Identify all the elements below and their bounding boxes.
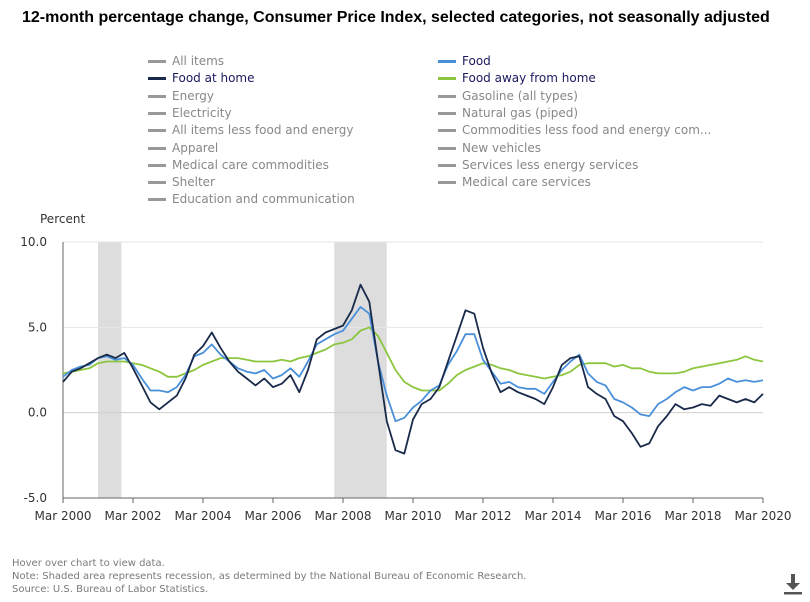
legend-swatch (148, 129, 166, 133)
x-tick-label: Mar 2016 (595, 509, 652, 523)
legend-label: Medical care services (462, 175, 591, 190)
legend-label: All items (172, 54, 225, 68)
legend-item[interactable]: Commodities less food and energy com... (438, 122, 711, 139)
x-tick-label: Mar 2008 (315, 509, 372, 523)
legend-item[interactable]: Medical care commodities (148, 157, 329, 174)
legend-swatch (148, 198, 166, 202)
y-axis-label: Percent (40, 212, 86, 226)
legend-item[interactable]: Services less energy services (438, 157, 638, 174)
x-tick-label: Mar 2012 (455, 509, 512, 523)
legend-label: Medical care commodities (172, 157, 329, 172)
legend-item[interactable]: Food at home (148, 70, 254, 87)
legend-label: Natural gas (piped) (462, 105, 579, 120)
hover-hint: Hover over chart to view data. (12, 558, 165, 569)
legend-swatch (148, 146, 166, 150)
x-tick-label: Mar 2006 (245, 509, 302, 523)
legend-label: Electricity (172, 105, 232, 120)
x-tick-label: Mar 2010 (385, 509, 442, 523)
legend-label: Food at home (172, 71, 255, 86)
legend-item[interactable]: All items (148, 53, 224, 70)
legend-label: Energy (172, 88, 215, 103)
y-tick-label: 5.0 (28, 320, 47, 334)
y-tick-label: 0.0 (28, 406, 47, 420)
legend-label: New vehicles (462, 140, 541, 155)
x-tick-label: Mar 2020 (735, 509, 792, 523)
x-tick-label: Mar 2004 (175, 509, 232, 523)
legend-swatch (438, 181, 456, 185)
legend-swatch (148, 60, 166, 63)
recession-note: Note: Shaded area represents recession, … (12, 571, 527, 582)
legend-item[interactable]: Gasoline (all types) (438, 88, 578, 105)
legend-swatch (438, 60, 456, 63)
chart-footer: Hover over chart to view data. Note: Sha… (12, 557, 526, 596)
series-line[interactable] (62, 283, 764, 455)
legend-item[interactable]: Education and communication (148, 191, 355, 208)
legend-item[interactable]: Natural gas (piped) (438, 105, 578, 122)
legend-swatch (438, 111, 456, 115)
legend-label: Shelter (172, 175, 215, 190)
legend-label: Commodities less food and energy com... (462, 123, 712, 138)
legend-swatch (438, 94, 456, 98)
y-tick-label: -5.0 (24, 491, 47, 505)
legend-swatch (148, 163, 166, 167)
y-tick-label: 10.0 (20, 235, 47, 249)
legend-swatch (438, 129, 456, 133)
legend-label: Education and communication (172, 192, 355, 207)
legend-swatch (438, 77, 456, 81)
legend-label: All items less food and energy (172, 123, 354, 138)
legend-item[interactable]: Food away from home (438, 70, 596, 87)
x-tick-label: Mar 2014 (525, 509, 582, 523)
series-line[interactable] (62, 306, 764, 423)
x-tick-label: Mar 2018 (665, 509, 722, 523)
legend-label: Apparel (172, 140, 219, 155)
legend-item[interactable]: Medical care services (438, 174, 591, 191)
legend-swatch (438, 163, 456, 167)
series-line[interactable] (62, 326, 764, 392)
legend-label: Food away from home (462, 71, 596, 86)
legend-item[interactable]: New vehicles (438, 140, 541, 157)
legend-swatch (148, 111, 166, 115)
legend-swatch (148, 94, 166, 98)
x-tick-label: Mar 2000 (35, 509, 92, 523)
legend-swatch (148, 181, 166, 185)
legend-item[interactable]: All items less food and energy (148, 122, 353, 139)
legend-label: Food (462, 54, 491, 68)
legend-item[interactable]: Food (438, 53, 491, 70)
legend-item[interactable]: Energy (148, 88, 214, 105)
chart-title: 12-month percentage change, Consumer Pri… (22, 9, 770, 26)
legend-label: Services less energy services (462, 157, 639, 172)
legend-item[interactable]: Apparel (148, 140, 218, 157)
legend-label: Gasoline (all types) (462, 88, 578, 103)
x-tick-label: Mar 2002 (105, 509, 162, 523)
legend-swatch (438, 146, 456, 150)
recession-band (98, 242, 122, 498)
legend-swatch (148, 77, 166, 81)
source-note: Source: U.S. Bureau of Labor Statistics. (12, 584, 209, 595)
download-icon[interactable] (782, 572, 804, 596)
legend-item[interactable]: Shelter (148, 174, 215, 191)
legend-item[interactable]: Electricity (148, 105, 232, 122)
